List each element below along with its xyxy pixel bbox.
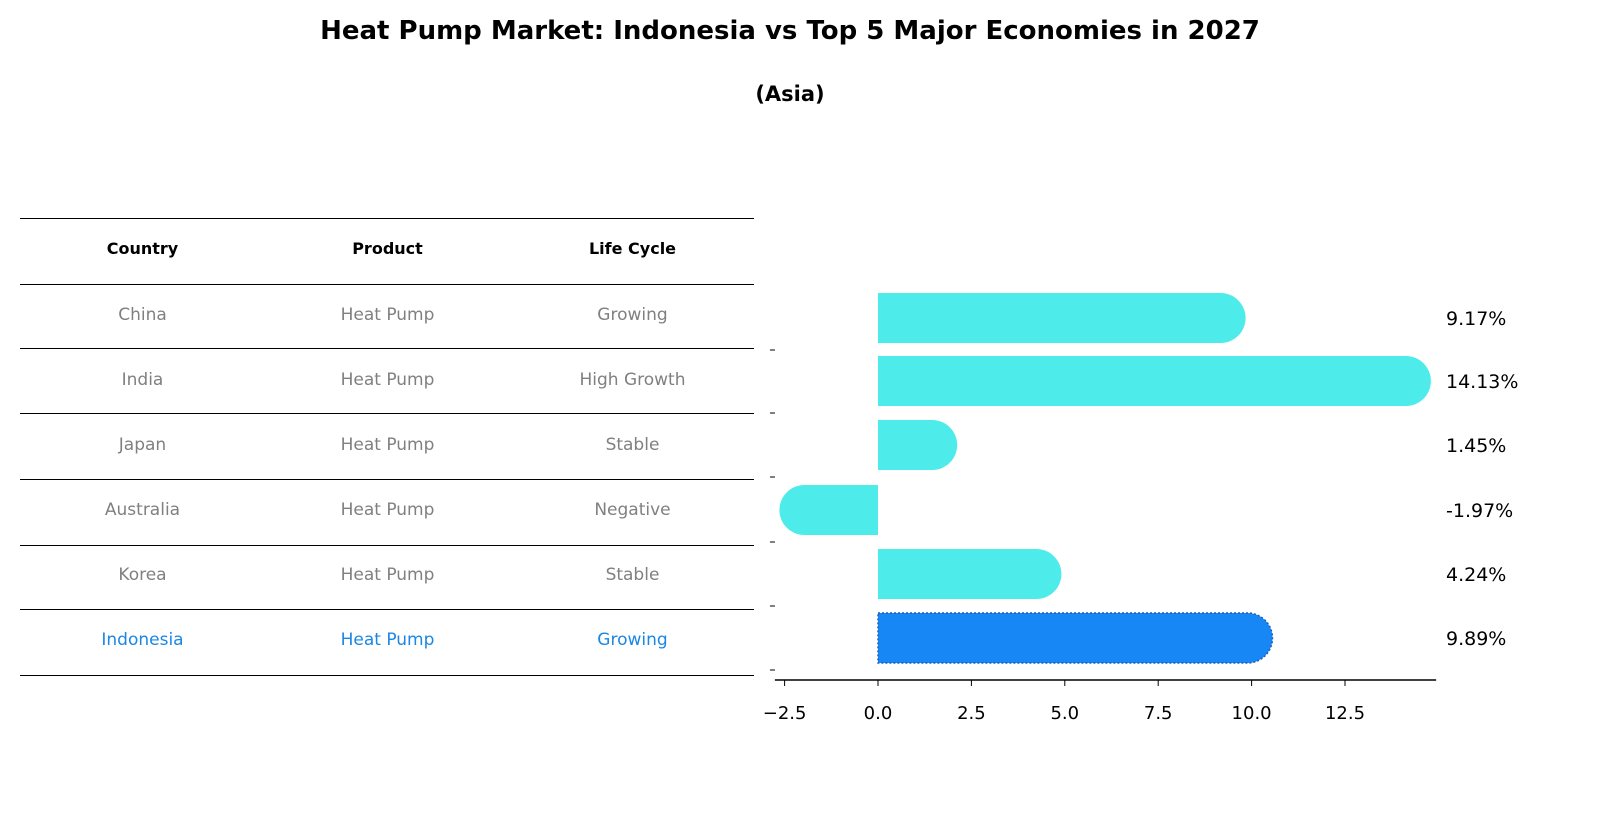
x-tick-label: 12.5 [1325,703,1365,724]
value-label: 9.89% [1446,628,1506,650]
bar-indonesia [877,612,1274,664]
bar-india [878,356,1431,406]
table-rule [20,675,754,676]
value-label: 1.45% [1446,435,1506,457]
x-tick-label: 5.0 [1050,703,1079,724]
table-rule [20,284,754,285]
table-cell: Heat Pump [340,435,435,455]
table-cell: Heat Pump [340,370,435,390]
table-cell: Indonesia [101,630,184,650]
table-cell: Heat Pump [340,500,435,520]
table-cell: Korea [118,565,167,585]
table-cell: Japan [118,435,167,455]
table-cell: Stable [605,565,660,585]
x-tick-label: −2.5 [763,703,807,724]
table-cell: Negative [594,500,671,520]
table-cell: Heat Pump [340,630,435,650]
table-rule [20,545,754,546]
value-label: -1.97% [1446,500,1513,522]
value-label: 14.13% [1446,371,1518,393]
value-label: 9.17% [1446,308,1506,330]
x-tick-label: 10.0 [1232,703,1272,724]
bar-china [878,293,1246,343]
table-header: Country [106,239,179,258]
table-cell: Stable [605,435,660,455]
x-tick-label: 2.5 [957,703,986,724]
value-label: 4.24% [1446,564,1506,586]
bar-japan [878,420,958,470]
table-rule [20,479,754,480]
table-cell: Heat Pump [340,305,435,325]
table-rule [20,609,754,610]
x-tick-label: 7.5 [1144,703,1173,724]
table-cell: India [121,370,164,390]
table-rule [20,413,754,414]
bar-australia [779,485,878,535]
bar-korea [878,549,1062,599]
table-cell: Growing [597,630,668,650]
table-cell: Growing [597,305,668,325]
table-header: Life Cycle [588,239,677,258]
table-cell: China [118,305,167,325]
table-cell: High Growth [579,370,686,390]
table-rule [20,348,754,349]
chart-subtitle: (Asia) [755,82,825,106]
table-rule [20,218,754,219]
table-cell: Australia [104,500,181,520]
table-cell: Heat Pump [340,565,435,585]
x-tick-label: 0.0 [864,703,893,724]
chart-title: Heat Pump Market: Indonesia vs Top 5 Maj… [320,16,1260,46]
table-header: Product [352,239,423,258]
